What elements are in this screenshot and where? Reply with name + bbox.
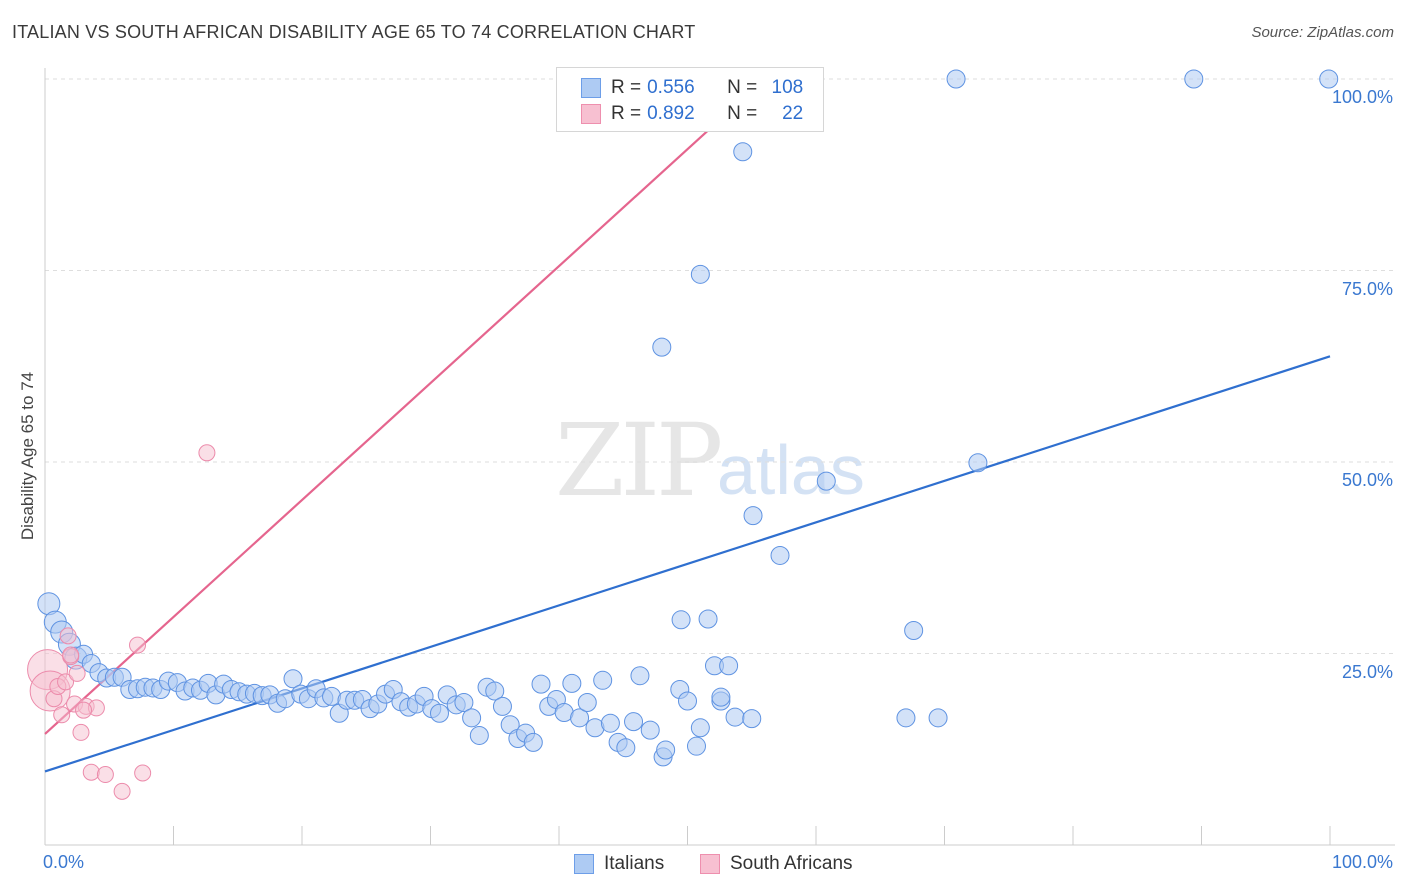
italian-point bbox=[492, 696, 512, 716]
bottom-legend-italians[interactable]: Italians bbox=[574, 852, 664, 876]
south-africans-legend-swatch bbox=[700, 854, 720, 874]
italian-point bbox=[719, 656, 739, 676]
stats-legend: R = 0.556 N = 108 R = 0.892 N = 22 bbox=[556, 67, 824, 132]
south-africans-n-value: 22 bbox=[782, 103, 804, 124]
italian-point bbox=[1319, 69, 1339, 89]
italian-point bbox=[678, 691, 697, 711]
italian-point bbox=[904, 621, 924, 641]
south-african-point bbox=[72, 723, 90, 741]
watermark-atlas: atlas bbox=[717, 431, 865, 509]
y-tick-label-75: 75.0% bbox=[1341, 278, 1393, 299]
italian-point bbox=[968, 453, 988, 473]
italians-r-value: 0.556 bbox=[647, 77, 695, 98]
south-african-point bbox=[59, 627, 77, 645]
italian-point bbox=[698, 609, 718, 629]
italian-point bbox=[743, 506, 763, 526]
legend-n-label: N = bbox=[727, 103, 758, 124]
south-african-point bbox=[134, 764, 152, 782]
italian-point bbox=[928, 708, 948, 728]
italians-n-value: 108 bbox=[771, 77, 804, 98]
y-tick-label-25: 25.0% bbox=[1341, 661, 1393, 682]
south-africans-trend-line bbox=[44, 78, 766, 735]
italian-point bbox=[896, 708, 916, 728]
trend-lines bbox=[44, 78, 1331, 773]
italian-point bbox=[686, 736, 706, 756]
italian-point bbox=[485, 681, 505, 701]
italian-point bbox=[690, 264, 710, 284]
south-african-point bbox=[62, 646, 80, 664]
watermark-zip: ZIP bbox=[555, 402, 723, 519]
south-african-point bbox=[75, 701, 93, 719]
x-tick-label-100: 100.0% bbox=[1331, 852, 1393, 872]
italian-point bbox=[462, 708, 482, 728]
italian-point bbox=[469, 725, 489, 745]
italian-point bbox=[630, 666, 650, 686]
south-african-point bbox=[57, 673, 75, 691]
bottom-legend-south-africans[interactable]: South Africans bbox=[700, 852, 853, 876]
legend-row-italians: R = 0.556 N = 108 bbox=[581, 76, 803, 100]
italian-point bbox=[454, 693, 474, 713]
italian-point bbox=[1184, 69, 1204, 89]
italian-point bbox=[652, 337, 672, 357]
italian-point bbox=[562, 673, 582, 693]
italian-point bbox=[616, 738, 636, 758]
axes bbox=[44, 68, 1395, 846]
italian-points bbox=[37, 69, 1339, 767]
italians-swatch bbox=[581, 78, 601, 98]
italian-point bbox=[570, 708, 590, 728]
south-african-point bbox=[53, 706, 71, 724]
italian-point bbox=[711, 687, 731, 707]
south-african-point bbox=[198, 444, 216, 462]
legend-r-label: R = bbox=[611, 103, 642, 124]
italians-legend-swatch bbox=[574, 854, 594, 874]
italian-point bbox=[624, 712, 644, 732]
italian-point bbox=[770, 545, 790, 565]
legend-n-label: N = bbox=[727, 77, 758, 98]
south-african-point bbox=[113, 782, 131, 800]
south-africans-r-value: 0.892 bbox=[647, 103, 695, 124]
south-african-point bbox=[129, 636, 147, 654]
italian-point bbox=[523, 732, 543, 752]
italian-point bbox=[690, 718, 710, 738]
italians-legend-label: Italians bbox=[604, 853, 665, 874]
italian-point bbox=[946, 69, 966, 89]
italian-point bbox=[577, 693, 597, 713]
italian-point bbox=[733, 142, 753, 162]
italian-point bbox=[600, 713, 620, 733]
y-tick-label-50: 50.0% bbox=[1341, 470, 1393, 490]
y-axis-label: Disability Age 65 to 74 bbox=[18, 371, 37, 541]
italian-point bbox=[671, 610, 691, 630]
y-tick-label-100: 100.0% bbox=[1331, 87, 1393, 107]
italian-point bbox=[531, 674, 551, 694]
south-african-point bbox=[96, 766, 114, 784]
gridlines bbox=[45, 78, 1395, 654]
italian-point bbox=[816, 471, 836, 491]
italian-point bbox=[283, 669, 303, 689]
legend-r-label: R = bbox=[611, 77, 642, 98]
italian-point bbox=[593, 670, 613, 690]
south-africans-legend-label: South Africans bbox=[730, 853, 853, 874]
south-african-point bbox=[68, 664, 86, 682]
source-credit: Source: ZipAtlas.com bbox=[1251, 24, 1394, 41]
italian-point bbox=[742, 709, 762, 729]
italian-point bbox=[640, 720, 660, 740]
south-african-point bbox=[82, 763, 100, 781]
italian-point bbox=[656, 740, 676, 760]
chart-title: ITALIAN VS SOUTH AFRICAN DISABILITY AGE … bbox=[12, 22, 696, 42]
legend-row-south-africans: R = 0.892 N = 22 bbox=[581, 102, 803, 126]
x-tick-label-0: 0.0% bbox=[43, 852, 85, 872]
italian-point bbox=[725, 707, 745, 727]
italian-point bbox=[429, 703, 449, 723]
south-africans-swatch bbox=[581, 104, 601, 124]
